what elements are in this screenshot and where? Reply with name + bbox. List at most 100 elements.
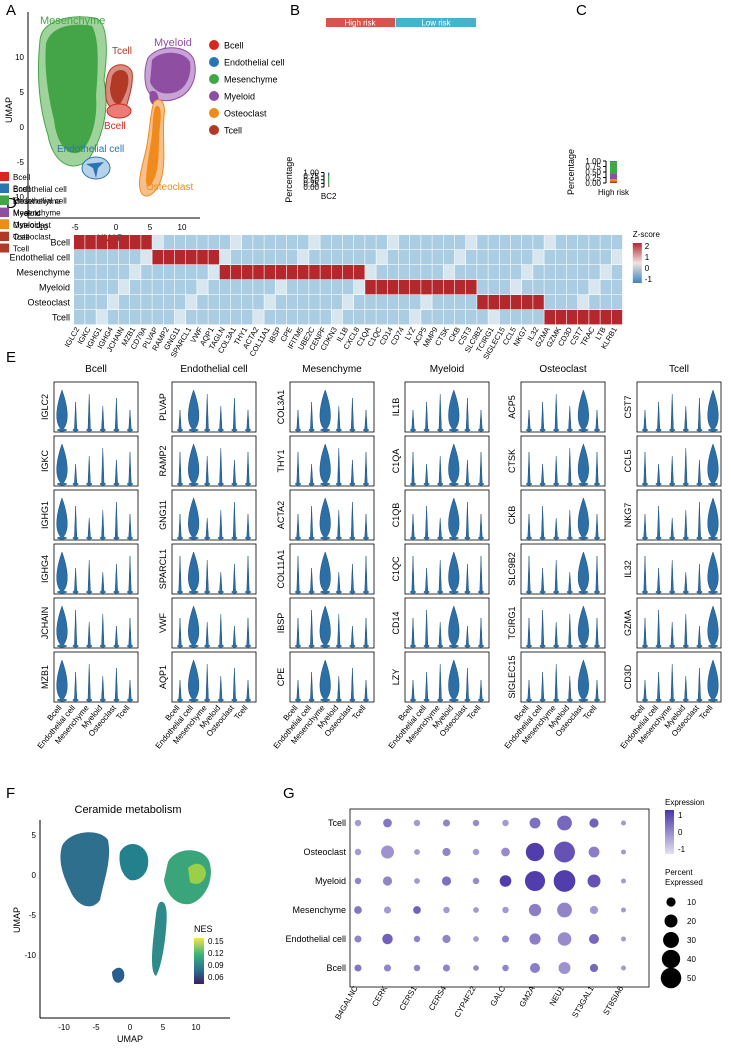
violin-shape — [643, 451, 647, 484]
violin-base — [204, 644, 211, 648]
heatmap-cell — [298, 265, 309, 280]
heatmap-cell — [354, 280, 365, 295]
heatmap-cell — [242, 310, 253, 325]
violin-shape — [219, 675, 223, 700]
legend-swatch-osteoclast — [0, 220, 9, 229]
dot — [414, 849, 420, 855]
heatmap-cell — [309, 265, 320, 280]
heatmap-cell — [152, 250, 163, 265]
violin-shape — [643, 617, 647, 646]
heatmap-cell — [118, 280, 130, 295]
heatmap-cell — [522, 280, 533, 295]
violin-frame — [404, 489, 490, 541]
heatmap-cell — [342, 235, 354, 250]
violin-base — [113, 698, 120, 702]
violin-shape — [577, 443, 589, 485]
dot — [354, 935, 362, 943]
heatmap-cell — [186, 265, 197, 280]
violin-shape — [128, 679, 132, 700]
violin-shape — [568, 509, 572, 538]
violin-gene-label: NKG7 — [623, 503, 633, 528]
heatmap-cell — [264, 280, 275, 295]
violin-shape — [527, 409, 531, 430]
heatmap-cell — [342, 250, 354, 265]
violin-shape — [56, 659, 68, 701]
violin-shape — [541, 609, 545, 646]
violin-gene-label: ACTA2 — [276, 501, 286, 529]
violin-shape — [657, 671, 661, 700]
violin-shape — [319, 497, 331, 539]
heatmap-cell — [331, 295, 343, 310]
dot — [441, 876, 452, 886]
heatmap-cell — [611, 310, 623, 325]
violin-shape — [670, 517, 674, 538]
violin-base — [113, 590, 120, 594]
dot — [558, 962, 571, 974]
violin-shape — [337, 447, 341, 484]
heatmap-cell — [230, 265, 242, 280]
violin-base — [696, 698, 703, 702]
violin-shape — [425, 671, 429, 700]
violin-shape — [670, 663, 674, 700]
dot — [502, 819, 509, 827]
violin-base — [553, 482, 560, 486]
violin-base — [553, 536, 560, 540]
violin-base — [363, 536, 369, 540]
nes-legend-title: NES — [194, 924, 213, 934]
legend-dot-tcell — [209, 125, 219, 135]
dot — [557, 932, 572, 946]
violin-shape — [310, 463, 314, 484]
heatmap-cell — [387, 235, 399, 250]
umap-ytick: -10 — [12, 193, 24, 202]
heatmap-cell — [510, 265, 522, 280]
heatmap-cell — [398, 295, 410, 310]
heatmap-cell — [85, 265, 96, 280]
dot — [354, 877, 362, 885]
violin-gene-label: JCHAIN — [40, 607, 50, 640]
heatmap-cell — [421, 295, 432, 310]
violin-shape — [684, 447, 688, 484]
legend-swatch-bcell — [0, 172, 9, 181]
heatmap-cell — [466, 235, 477, 250]
dot — [502, 964, 509, 972]
ceramide-umap: Ceramide metabolism NES 0.15 0.12 0.09 0… — [12, 804, 230, 1044]
heatmap-cell — [107, 250, 119, 265]
violin-frame — [171, 489, 257, 541]
heatmap-cell — [107, 265, 119, 280]
legend-label-endothelial-cell: Endothelial cell — [224, 58, 285, 68]
legend-dot-osteoclast — [209, 108, 219, 118]
violin-shape — [56, 389, 68, 431]
heatmap-cell — [354, 310, 365, 325]
bar-segment-osteoclast — [610, 179, 617, 182]
violin-group-title-mesenchyme: Mesenchyme — [302, 364, 362, 375]
heatmap-cell — [566, 235, 578, 250]
violin-shape — [568, 571, 572, 592]
dot — [381, 845, 394, 859]
violin-shape — [56, 497, 68, 539]
violin-shape — [411, 513, 415, 538]
violin-base — [308, 590, 315, 594]
violin-base — [655, 644, 662, 648]
violin-shape — [246, 679, 250, 700]
heatmap-cell — [331, 250, 343, 265]
heatmap-cell — [365, 280, 376, 295]
violin-x-label: Tcell — [581, 703, 598, 721]
violin-frame — [636, 381, 722, 433]
violin-base — [113, 536, 120, 540]
violin-shape — [114, 397, 118, 430]
heatmap-cell — [342, 280, 354, 295]
legend-dot-endothelial-cell — [209, 57, 219, 67]
violin-shape — [87, 455, 91, 484]
size-legend-dot — [664, 914, 678, 928]
bar-segment-myeloid — [610, 173, 617, 180]
violin-base — [655, 428, 662, 432]
heatmap-cell — [141, 250, 152, 265]
violin-gene-label: IL32 — [623, 560, 633, 578]
ceramide-xtick: -10 — [58, 1023, 70, 1032]
violin-base — [72, 644, 79, 648]
violin-base — [349, 698, 356, 702]
dot — [354, 848, 362, 856]
heatmap-cell — [566, 265, 578, 280]
violin-base — [566, 482, 573, 486]
bcell-cluster — [106, 103, 132, 119]
